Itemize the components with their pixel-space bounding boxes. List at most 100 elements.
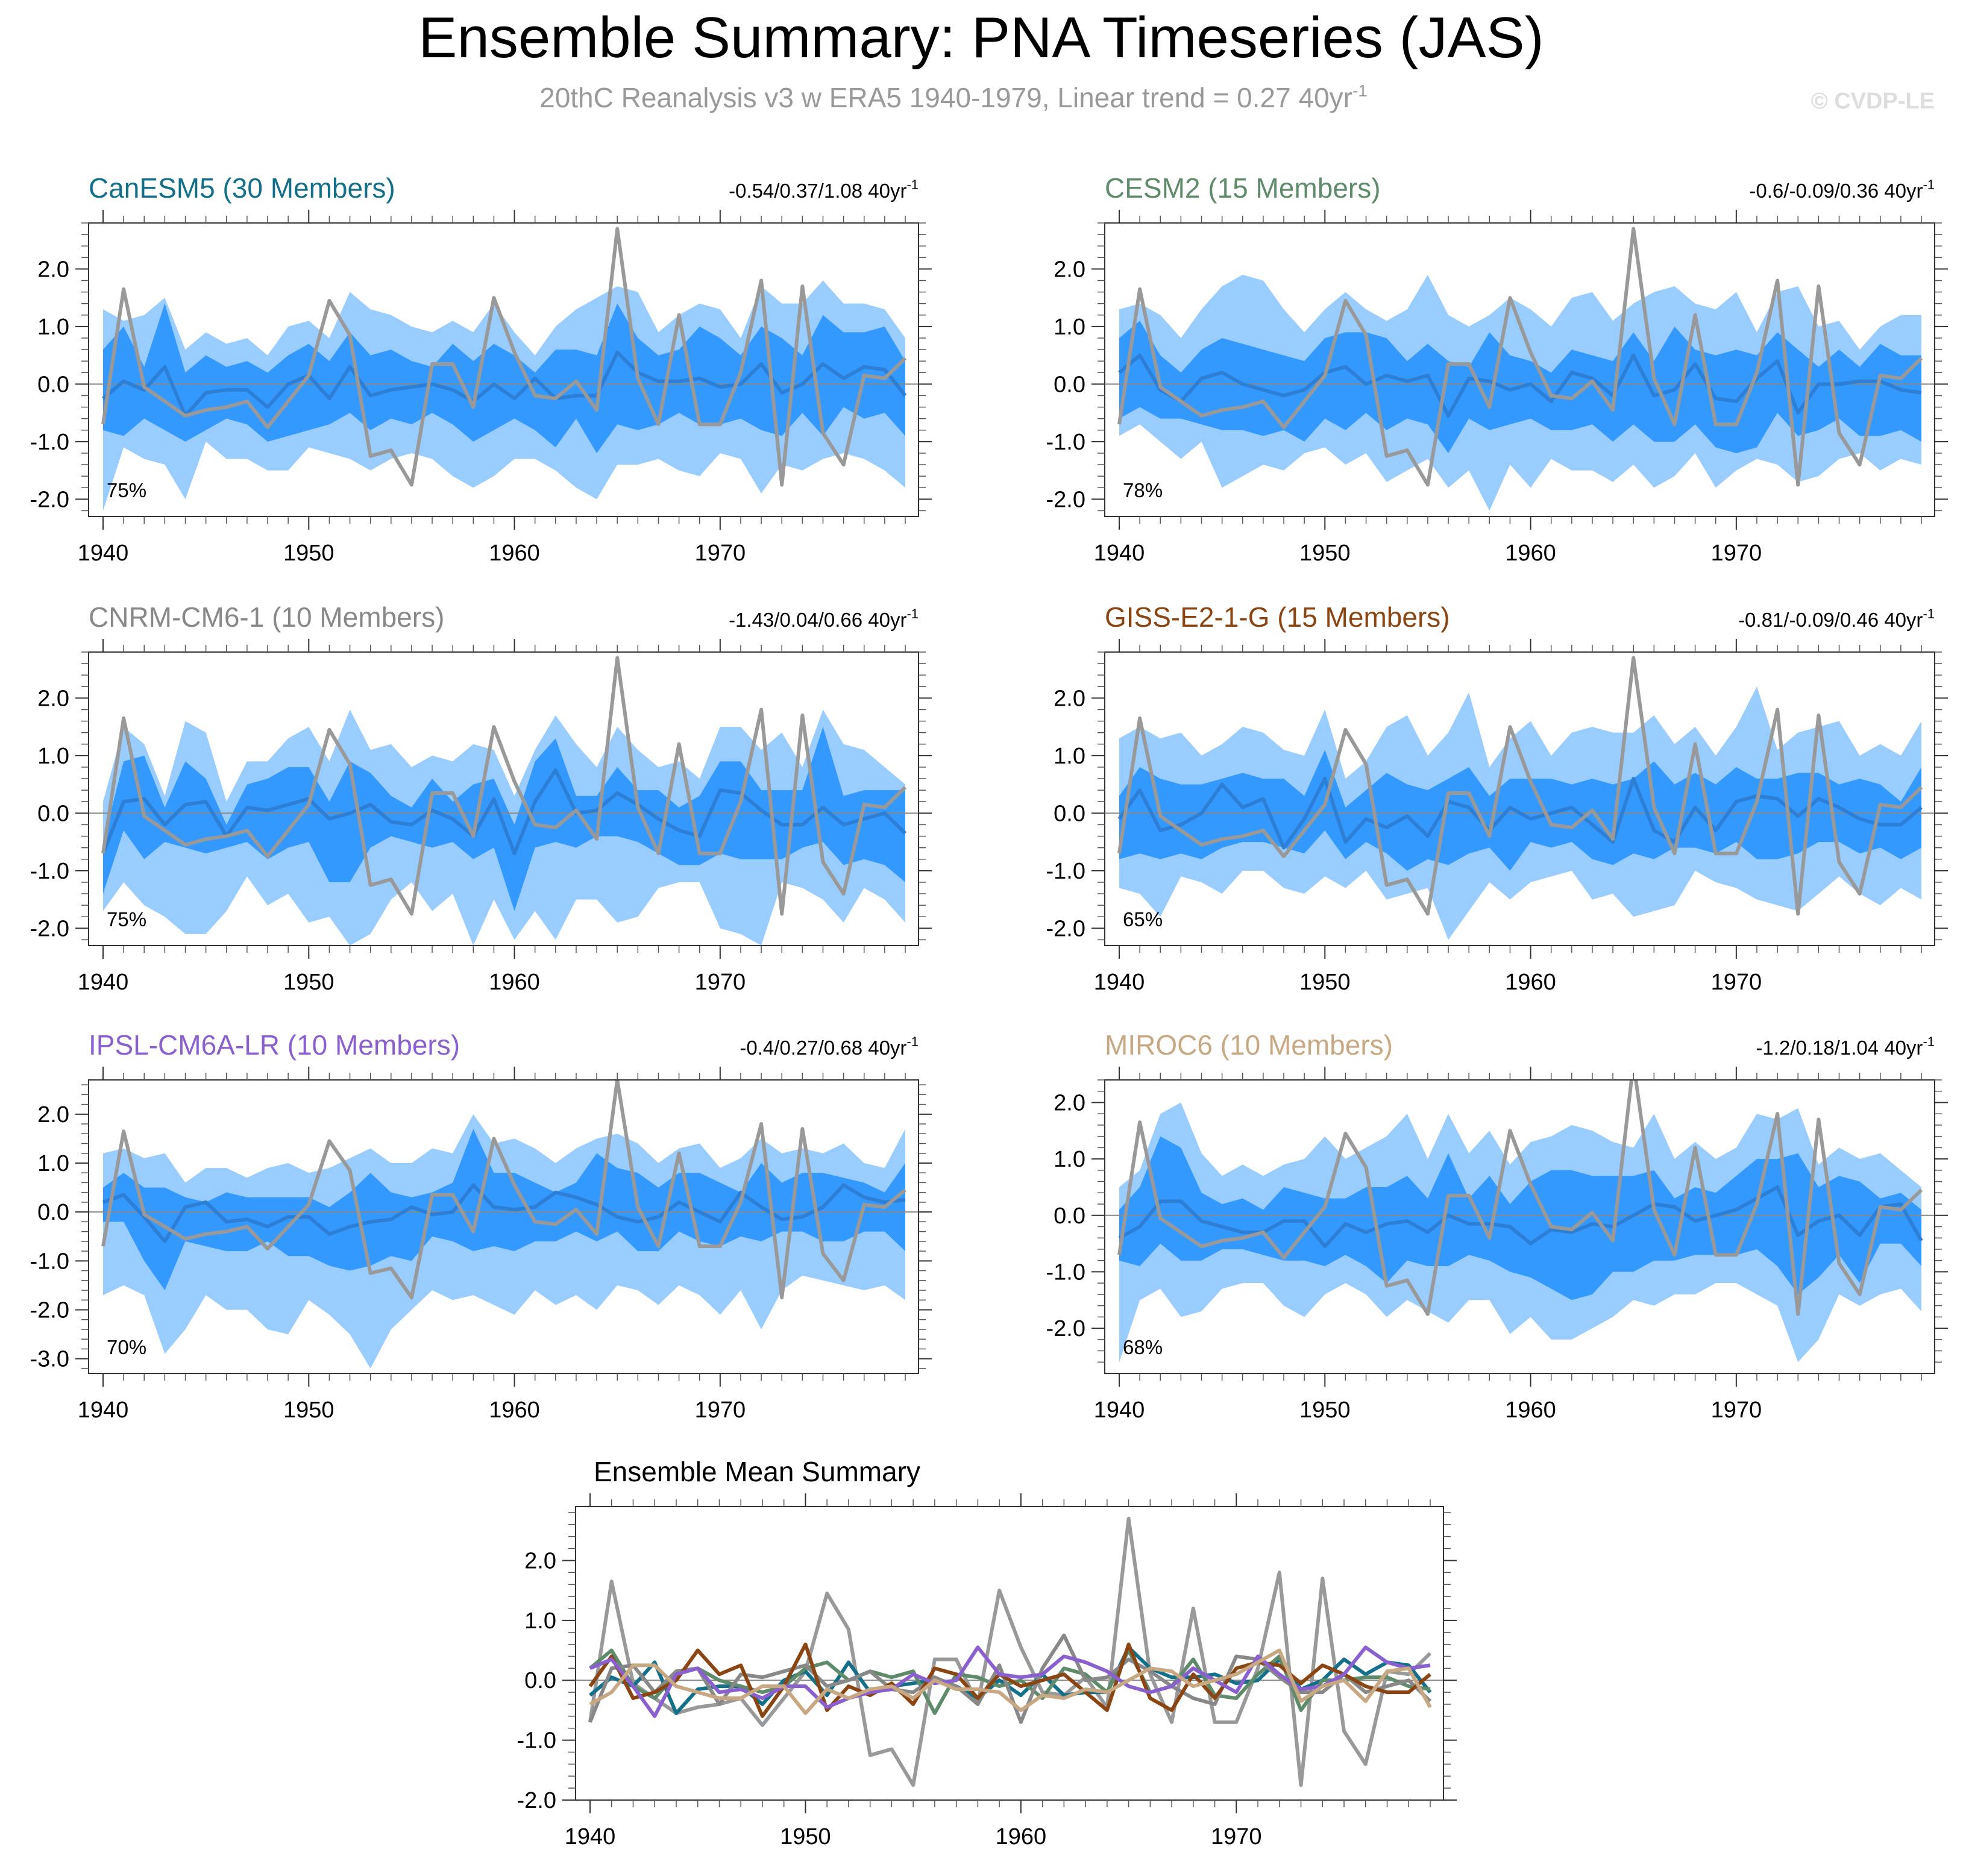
x-tick-label: 1940 [78, 1398, 129, 1423]
y-tick-label: -3.0 [30, 1347, 69, 1372]
x-tick-label: 1950 [1299, 541, 1351, 566]
trend-text: -0.4/0.27/0.68 40yr [740, 1037, 906, 1059]
x-tick-label: 1940 [1094, 970, 1145, 995]
x-tick-label: 1950 [283, 1398, 334, 1423]
x-tick-label: 1940 [565, 1824, 616, 1849]
trend-text: -0.54/0.37/1.08 40yr [729, 180, 906, 202]
trend-label: -0.6/-0.09/0.36 40yr-1 [1749, 177, 1935, 202]
y-tick-label: 0.0 [37, 1200, 69, 1225]
plot-frame [575, 1506, 1444, 1801]
x-tick-label: 1970 [1711, 1398, 1762, 1423]
series-line [589, 1648, 1432, 1715]
x-tick-label: 1970 [1711, 970, 1762, 995]
percent-label: 78% [1123, 479, 1163, 501]
panels: CanESM5 (30 Members) -0.54/0.37/1.08 40yr… [30, 172, 1948, 1849]
y-tick-label: -2.0 [517, 1788, 556, 1813]
panel-title: Ensemble Mean Summary [594, 1456, 920, 1487]
chart-panel: CanESM5 (30 Members) -0.54/0.37/1.08 40yr… [30, 172, 932, 566]
panel-title: CNRM-CM6-1 (10 Members) [89, 601, 444, 633]
observed-line [101, 1080, 906, 1300]
x-tick-label: 1950 [283, 970, 334, 995]
x-tick-label: 1960 [489, 541, 540, 566]
subtitle-superscript: -1 [1352, 81, 1368, 100]
chart-panel: IPSL-CM6A-LR (10 Members) -0.4/0.27/0.68 … [30, 1029, 932, 1423]
x-tick-label: 1950 [283, 541, 334, 566]
y-tick-label: -2.0 [30, 1297, 69, 1323]
y-tick-label: 0.0 [37, 801, 69, 826]
chart-panel: CNRM-CM6-1 (10 Members) -1.43/0.04/0.66 4… [30, 601, 932, 995]
trend-superscript: -1 [906, 1034, 919, 1049]
x-tick-label: 1950 [780, 1824, 831, 1849]
y-tick-label: 0.0 [524, 1668, 556, 1693]
percent-label: 70% [107, 1336, 146, 1358]
plot-frame [88, 651, 919, 946]
plot-area [576, 1516, 1443, 1787]
trend-superscript: -1 [906, 606, 919, 621]
plot-frame [1104, 651, 1935, 946]
y-tick-label: -1.0 [1046, 430, 1085, 455]
band-inner-range [1119, 1136, 1921, 1300]
observed-line [1117, 1080, 1923, 1316]
plot-area [1105, 656, 1935, 940]
trend-label: -1.2/0.18/1.04 40yr-1 [1756, 1034, 1935, 1059]
y-tick-label: -1.0 [1046, 859, 1085, 884]
subtitle-text: 20thC Reanalysis v3 w ERA5 1940-1979, Li… [539, 82, 1352, 113]
chart-panel: MIROC6 (10 Members) -1.2/0.18/1.04 40yr-1… [1046, 1029, 1948, 1423]
panel-title: CESM2 (15 Members) [1105, 172, 1381, 204]
trend-superscript: -1 [1923, 606, 1935, 621]
observed-line [588, 1516, 1432, 1787]
y-tick-label: -1.0 [1046, 1260, 1085, 1285]
x-tick-label: 1960 [489, 1398, 540, 1423]
y-tick-label: -1.0 [517, 1728, 556, 1754]
trend-label: -0.54/0.37/1.08 40yr-1 [729, 177, 919, 202]
y-tick-label: 2.0 [37, 257, 69, 282]
y-tick-label: 2.0 [1054, 1090, 1085, 1115]
figure-title: Ensemble Summary: PNA Timeseries (JAS) [418, 5, 1544, 70]
figure-subtitle: 20thC Reanalysis v3 w ERA5 1940-1979, Li… [539, 81, 1368, 113]
y-tick-label: 2.0 [524, 1548, 556, 1573]
percent-label: 75% [107, 479, 146, 501]
x-tick-label: 1960 [1505, 970, 1556, 995]
percent-label: 75% [107, 908, 146, 930]
y-tick-label: -1.0 [30, 430, 69, 455]
plot-area [89, 227, 919, 511]
x-tick-label: 1960 [1505, 1398, 1556, 1423]
chart-panel: CESM2 (15 Members) -0.6/-0.09/0.36 40yr-1… [1046, 172, 1948, 566]
y-tick-label: 2.0 [37, 686, 69, 711]
x-tick-label: 1950 [1299, 1398, 1351, 1423]
observed-line [101, 227, 907, 487]
x-tick-label: 1970 [695, 541, 746, 566]
x-tick-label: 1960 [996, 1824, 1047, 1849]
x-tick-label: 1970 [1211, 1824, 1262, 1849]
trend-label: -1.43/0.04/0.66 40yr-1 [729, 606, 919, 631]
y-tick-label: -2.0 [30, 487, 69, 512]
series-line [589, 1645, 1431, 1718]
plot-area [1105, 227, 1935, 511]
x-tick-label: 1960 [1505, 541, 1556, 566]
plot-frame [88, 1079, 919, 1374]
y-tick-label: 1.0 [524, 1608, 556, 1634]
percent-label: 65% [1123, 908, 1163, 930]
y-tick-label: 1.0 [37, 744, 69, 769]
trend-text: -0.81/-0.09/0.46 40yr [1738, 609, 1923, 631]
x-tick-label: 1970 [695, 970, 746, 995]
y-tick-label: 0.0 [1054, 1203, 1085, 1229]
y-tick-label: -2.0 [1046, 487, 1085, 512]
band-inner-range [1119, 750, 1921, 871]
y-tick-label: 1.0 [1054, 744, 1085, 769]
trend-superscript: -1 [1923, 177, 1935, 192]
trend-text: -0.6/-0.09/0.36 40yr [1749, 180, 1923, 202]
panel-title: IPSL-CM6A-LR (10 Members) [89, 1029, 460, 1061]
y-tick-label: 1.0 [1054, 1147, 1085, 1172]
panel-title: CanESM5 (30 Members) [89, 172, 395, 204]
trend-superscript: -1 [1923, 1034, 1935, 1049]
y-tick-label: 0.0 [1054, 372, 1085, 397]
panel-title: MIROC6 (10 Members) [1105, 1029, 1393, 1061]
x-tick-label: 1940 [78, 970, 129, 995]
y-tick-label: 1.0 [37, 1151, 69, 1176]
y-tick-label: 1.0 [37, 315, 69, 340]
y-tick-label: -2.0 [30, 916, 69, 941]
plot-area [1105, 1080, 1935, 1363]
trend-text: -1.2/0.18/1.04 40yr [1756, 1037, 1923, 1059]
